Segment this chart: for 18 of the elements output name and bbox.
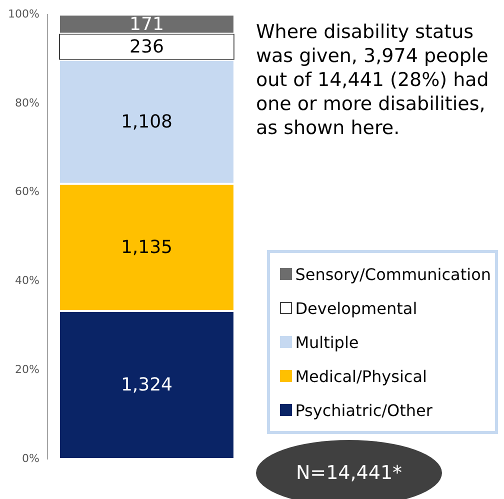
legend-label: Medical/Physical: [295, 366, 427, 386]
legend-label: Developmental: [295, 298, 418, 318]
y-tick-label: 100%: [8, 7, 40, 20]
annotation: 236: [130, 36, 164, 58]
y-tick-label: 40%: [14, 274, 40, 288]
y-tick-label: 0%: [22, 452, 40, 465]
text: Where disability status was given, 3,974 people out of 14,441 (28%) had one or more disabilities, as shown here.: [256, 20, 490, 140]
y-tick-label: 60%: [14, 185, 40, 198]
y-tick-label: 20%: [14, 362, 40, 376]
legend-label: Sensory/Communication: [295, 264, 491, 284]
annotation: 171: [130, 14, 164, 35]
annotation: 1,324: [120, 374, 172, 396]
legend-label: Psychiatric/Other: [295, 400, 432, 420]
annotation: 1,135: [120, 237, 172, 258]
y-tick-label: 80%: [14, 96, 40, 110]
annotation: 1,108: [120, 112, 172, 133]
oval-badge: N=14,441*: [256, 440, 442, 499]
legend-label: Multiple: [295, 332, 359, 352]
